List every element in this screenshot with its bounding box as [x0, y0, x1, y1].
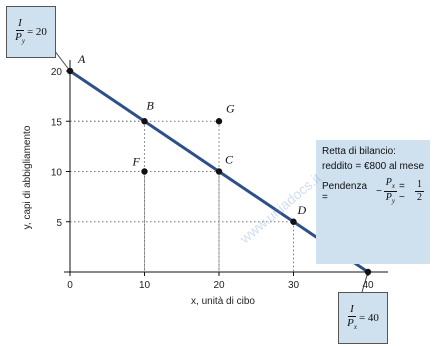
x-tick-label: 40 [362, 280, 374, 291]
slope-equals: = − [399, 180, 405, 203]
y-tick-label: 20 [51, 67, 63, 78]
x-intercept-den: Px [347, 317, 357, 332]
info-income: reddito = €800 al mese [322, 161, 425, 172]
y-intercept-leader [53, 49, 71, 72]
y-axis-label: y, capi di abbigliamento [22, 125, 33, 229]
point-label-f: F [132, 155, 141, 169]
x-axis-label: x, unità di cibo [191, 296, 255, 307]
x-intercept-fraction: I Px [347, 304, 357, 331]
point-label-a: A [77, 52, 86, 66]
x-intercept-callout: I Px = 40 [338, 292, 388, 344]
slope-label: Pendenza = [322, 180, 368, 203]
y-tick-label: 15 [51, 117, 63, 128]
y-tick-label: 5 [56, 218, 62, 229]
x-tick-label: 30 [288, 280, 300, 291]
point-label-d: D [297, 203, 307, 217]
point-f [141, 168, 148, 175]
point-label-g: G [226, 101, 235, 115]
x-intercept-num: I [348, 303, 356, 318]
y-tick-label: 10 [51, 168, 63, 179]
y-intercept-callout: I Py = 20 [6, 6, 56, 58]
x-tick-label: 0 [67, 280, 73, 291]
slope-value: 1 2 [415, 179, 424, 203]
y-intercept-fraction: I Py [15, 18, 25, 45]
info-title: Retta di bilancio: [322, 146, 396, 157]
point-a [66, 67, 74, 75]
point-b [141, 118, 148, 125]
point-label-b: B [147, 98, 155, 112]
y-intercept-num: I [16, 17, 24, 32]
axis-ticks: 0 10 20 30 40 5 10 15 20 [51, 67, 374, 291]
x-tick-label: 10 [139, 280, 151, 291]
point-d [290, 218, 297, 225]
y-intercept-value: = 20 [26, 26, 47, 38]
point-c [215, 168, 223, 175]
budget-info-box: Retta di bilancio: reddito = €800 al mes… [316, 140, 430, 264]
point-e [364, 268, 372, 276]
y-intercept-den: Py [15, 31, 25, 46]
point-g [215, 118, 223, 125]
slope-price-ratio: Px Py [383, 177, 397, 205]
guide-lines [70, 120, 294, 272]
x-intercept-leader [361, 271, 369, 293]
x-intercept-value: = 40 [358, 312, 379, 324]
slope-minus: − [375, 186, 382, 197]
x-tick-label: 20 [213, 280, 225, 291]
point-label-c: C [225, 153, 234, 167]
data-points: ABCDEFG [66, 52, 378, 276]
slope-formula: Pendenza = − Px Py = − 1 2 [322, 178, 424, 205]
